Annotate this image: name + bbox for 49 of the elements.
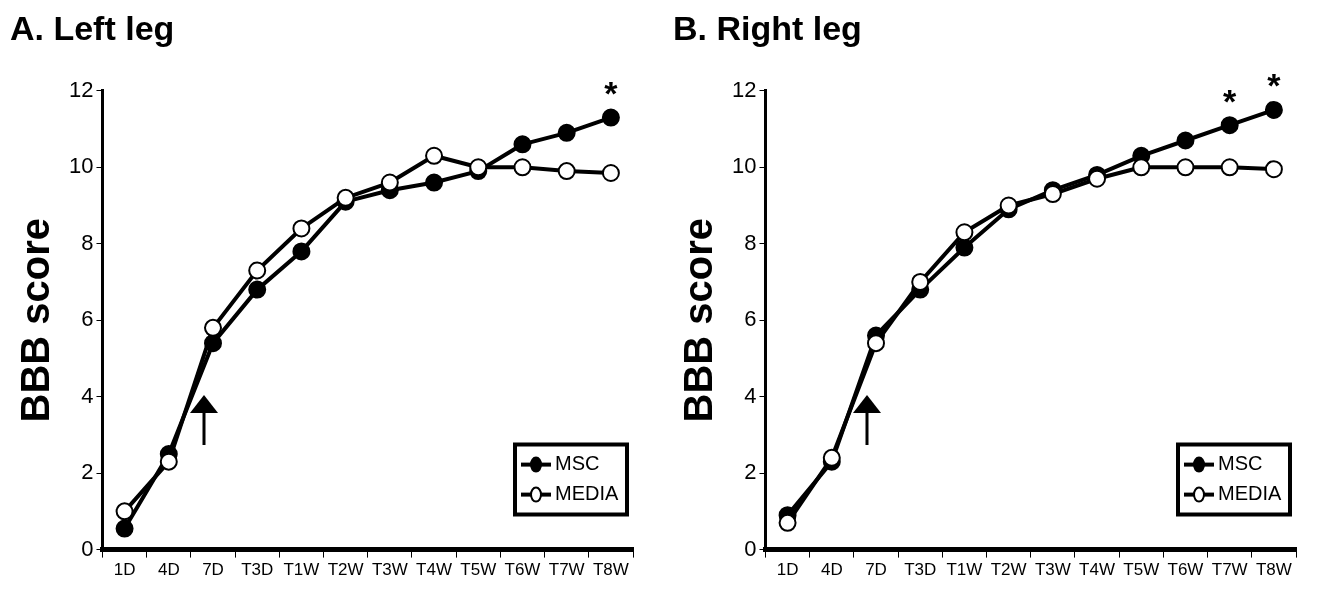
x-tick-label: T4W	[416, 560, 452, 580]
chart-title: B. Right leg	[673, 8, 862, 47]
legend-label: MEDIA	[555, 482, 619, 505]
y-tick-label: 10	[68, 153, 94, 179]
x-tick-label: T8W	[1255, 560, 1292, 580]
y-tick-label: 0	[744, 535, 757, 561]
annotation: *	[604, 73, 619, 112]
y-tick-label: 10	[731, 153, 757, 179]
x-tick-label: T6W	[504, 560, 541, 580]
x-tick-label: T1W	[283, 560, 320, 580]
x-tick-label: T7W	[1211, 560, 1248, 580]
legend-label: MEDIA	[1218, 482, 1282, 505]
x-tick-label: 7D	[202, 560, 224, 580]
x-tick-label: T2W	[990, 560, 1027, 580]
annotation: *	[1223, 81, 1238, 120]
y-tick-label: 6	[744, 306, 757, 332]
y-axis-title: BBB score	[676, 217, 721, 423]
annotation: *	[1267, 66, 1282, 105]
legend-label: MSC	[1218, 452, 1263, 475]
y-tick-label: 2	[81, 459, 94, 485]
x-tick-label: T3D	[904, 560, 937, 580]
legend-label: MSC	[555, 452, 600, 475]
x-tick-label: T3W	[371, 560, 408, 580]
y-tick-label: 0	[81, 535, 94, 561]
x-tick-label: T1W	[946, 560, 983, 580]
x-tick-label: T7W	[548, 560, 585, 580]
x-tick-label: T3D	[241, 560, 274, 580]
y-tick-label: 4	[81, 382, 94, 408]
x-tick-label: 4D	[157, 560, 180, 580]
y-tick-label: 4	[744, 382, 757, 408]
y-tick-label: 12	[68, 76, 94, 102]
x-tick-label: T6W	[1167, 560, 1204, 580]
x-tick-label: T8W	[592, 560, 629, 580]
y-tick-label: 8	[744, 229, 757, 255]
y-tick-label: 2	[744, 459, 757, 485]
x-tick-label: 7D	[865, 560, 887, 580]
x-tick-label: 1D	[776, 560, 799, 580]
y-axis-title: BBB score	[13, 217, 58, 423]
chart-title: A. Left leg	[10, 8, 175, 47]
y-tick-label: 12	[731, 76, 757, 102]
x-tick-label: T4W	[1079, 560, 1115, 580]
x-tick-label: T5W	[460, 560, 497, 580]
x-tick-label: T3W	[1034, 560, 1071, 580]
x-tick-label: 1D	[113, 560, 136, 580]
x-tick-label: T5W	[1123, 560, 1160, 580]
x-tick-label: 4D	[820, 560, 843, 580]
y-tick-label: 6	[81, 306, 94, 332]
x-tick-label: T2W	[327, 560, 364, 580]
y-tick-label: 8	[81, 229, 94, 255]
